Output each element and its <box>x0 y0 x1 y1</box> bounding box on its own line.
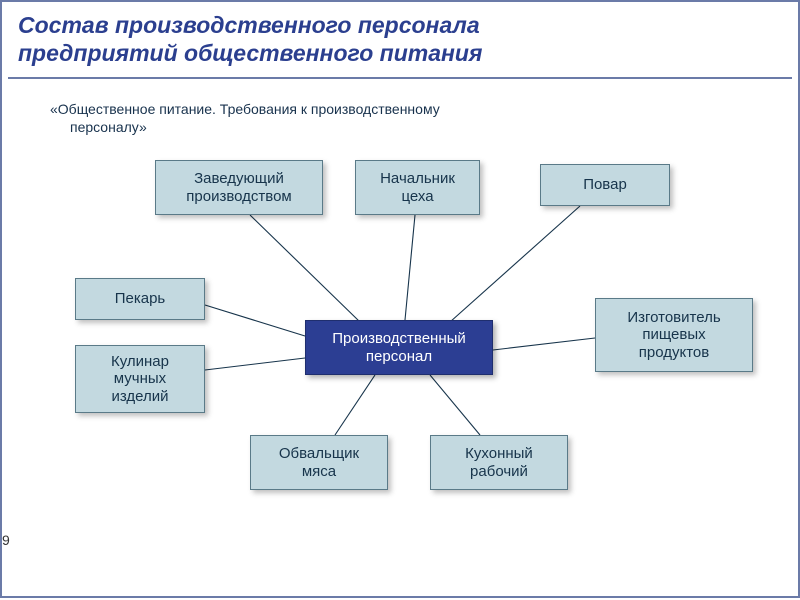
subtitle: «Общественное питание. Требования к прои… <box>50 100 550 136</box>
subtitle-line2: персоналу» <box>50 118 550 136</box>
page-number: 9 <box>2 532 10 548</box>
node-kitchen-worker: Кухонныйрабочий <box>430 435 568 490</box>
node-center-production-staff: Производственныйперсонал <box>305 320 493 375</box>
node-meat-deboner: Обвальщикмяса <box>250 435 388 490</box>
node-workshop-head: Начальникцеха <box>355 160 480 215</box>
title-bar: Состав производственного персонала предп… <box>8 6 792 79</box>
org-diagram: Производственныйперсонал Заведующийпроиз… <box>0 150 800 560</box>
node-baker: Пекарь <box>75 278 205 320</box>
node-production-manager: Заведующийпроизводством <box>155 160 323 215</box>
subtitle-line1: «Общественное питание. Требования к прои… <box>50 101 440 117</box>
node-cook: Повар <box>540 164 670 206</box>
title-line1: Состав производственного персонала <box>18 12 782 40</box>
node-pastry-cook: Кулинармучныхизделий <box>75 345 205 413</box>
node-food-producer: Изготовительпищевыхпродуктов <box>595 298 753 372</box>
title-line2: предприятий общественного питания <box>18 40 782 68</box>
